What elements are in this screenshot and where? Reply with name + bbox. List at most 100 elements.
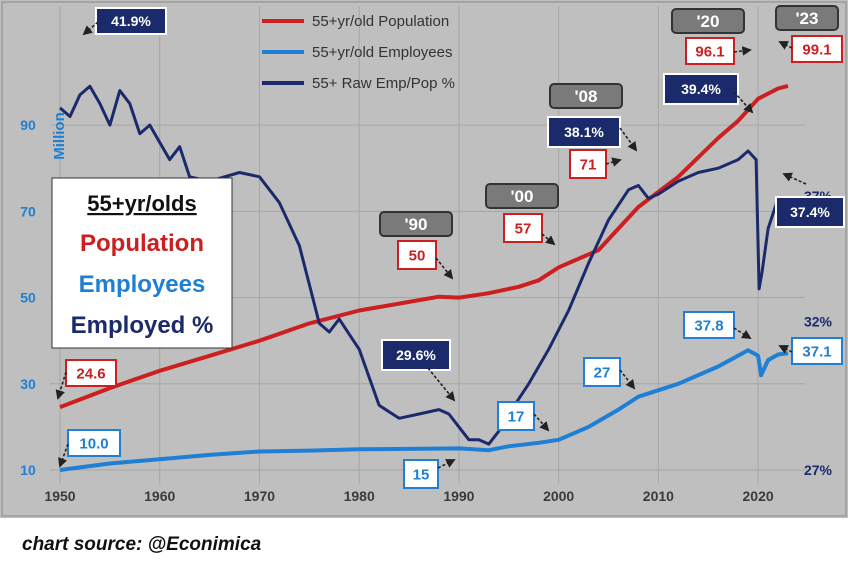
pct-label-1989: 29.6%	[381, 339, 451, 371]
year-tag-08-text: '08	[575, 87, 598, 106]
pop-label-2000-text: 57	[515, 220, 532, 237]
pop-label-1990-box	[397, 240, 437, 270]
year-tag-20-box	[671, 8, 745, 34]
series-line-2	[59, 348, 789, 472]
pct-label-2020-text: 39.4%	[681, 81, 721, 97]
right-tick-label: 27%	[804, 462, 833, 478]
key-employees: Employees	[79, 271, 206, 298]
annotation-arrow	[778, 41, 793, 50]
emp-label-1950-text: 10.0	[79, 435, 108, 452]
series-line-3	[59, 84, 799, 446]
emp-label-1990-text: 15	[413, 466, 430, 483]
x-tick-label: 1950	[44, 488, 75, 504]
year-tag-20: '20	[671, 8, 745, 34]
pop-label-2008: 71	[569, 149, 607, 179]
year-tag-90: '90	[379, 211, 453, 237]
y-tick-label: 50	[20, 290, 36, 306]
emp-label-2019-box	[683, 311, 735, 339]
x-tick-label: 1990	[443, 488, 474, 504]
pop-label-2000-box	[503, 213, 543, 243]
x-tick-label: 2010	[643, 488, 674, 504]
pop-label-2008-box	[569, 149, 607, 179]
annotation-arrow	[435, 257, 454, 280]
annotation-arrow	[778, 345, 793, 354]
annotation-arrow	[619, 369, 636, 390]
legend-label: 55+yr/old Employees	[312, 44, 453, 61]
pop-label-2000: 57	[503, 213, 543, 243]
pct-label-2020: 39.4%	[663, 73, 739, 105]
key-title: 55+yr/olds	[87, 191, 196, 216]
plot-frame	[1, 1, 847, 517]
annotation-arrow	[733, 46, 752, 56]
emp-label-2019-text: 37.8	[694, 317, 723, 334]
pop-label-2023: 99.1	[791, 35, 843, 63]
x-tick-label: 1970	[244, 488, 275, 504]
pop-label-2020-text: 96.1	[695, 43, 724, 60]
year-tag-90-box	[379, 211, 453, 237]
year-tag-08-box	[549, 83, 623, 109]
pct-label-1953-box	[95, 7, 167, 35]
annotation-arrow	[55, 371, 67, 400]
right-tick-label: 32%	[804, 313, 833, 329]
emp-label-1990-box	[403, 459, 439, 489]
pct-label-end-box	[775, 196, 845, 228]
pop-label-1950-box	[65, 359, 117, 387]
emp-label-2023-box	[791, 337, 843, 365]
legend-label: 55+ Raw Emp/Pop %	[312, 75, 455, 92]
year-tag-00-box	[485, 183, 559, 209]
pop-label-2020: 96.1	[685, 37, 735, 65]
pct-label-1989-box	[381, 339, 451, 371]
y-axis-label: Million	[51, 112, 68, 160]
year-tag-00: '00	[485, 183, 559, 209]
annotations: 55+yr/olds Population Employees Employed % 4…	[51, 5, 845, 489]
pop-label-2023-box	[791, 35, 843, 63]
pct-label-2020-box	[663, 73, 739, 105]
pop-label-1990-text: 50	[409, 247, 426, 264]
annotation-arrow	[533, 413, 550, 432]
pop-label-1990: 50	[397, 240, 437, 270]
y-tick-label: 10	[20, 462, 36, 478]
key-employed: Employed %	[71, 312, 214, 339]
y-tick-label: 90	[20, 117, 36, 133]
year-tag-00-text: '00	[511, 187, 534, 206]
legend-label: 55+yr/old Population	[312, 13, 449, 30]
series-lines	[59, 83, 799, 472]
pct-label-1953: 41.9%	[95, 7, 167, 35]
series-line-1	[59, 83, 789, 409]
emp-label-2019: 37.8	[683, 311, 735, 339]
emp-label-2008: 27	[583, 357, 621, 387]
annotation-arrow	[733, 91, 754, 114]
x-tick-label: 1960	[144, 488, 175, 504]
emp-label-1950-box	[67, 429, 121, 457]
emp-label-2023: 37.1	[791, 337, 843, 365]
pct-label-1953-text: 41.9%	[111, 13, 151, 29]
annotation-arrow	[782, 172, 807, 185]
emp-label-2000: 17	[497, 401, 535, 431]
annotation-arrow	[437, 459, 456, 469]
annotation-arrow	[58, 443, 69, 468]
annotation-arrow	[82, 21, 99, 36]
pop-label-1950: 24.6	[65, 359, 117, 387]
pop-label-2023-text: 99.1	[802, 41, 831, 58]
axes: 1950 1960 1970 1980 1990 2000 2010 2020 10 30 50 70…	[20, 112, 832, 504]
emp-label-2008-text: 27	[594, 364, 611, 381]
pct-label-1989-text: 29.6%	[396, 347, 436, 363]
x-tick-label: 1980	[344, 488, 375, 504]
emp-label-1950: 10.0	[67, 429, 121, 457]
emp-label-2000-text: 17	[508, 408, 525, 425]
x-tick-label: 2000	[543, 488, 574, 504]
pop-label-2020-box	[685, 37, 735, 65]
pct-label-end-text: 37.4%	[790, 204, 830, 220]
legend: 55+yr/old Population 55+yr/old Employees 5…	[262, 13, 455, 92]
emp-label-1990: 15	[403, 459, 439, 489]
key-box	[51, 177, 233, 349]
pop-label-1950-text: 24.6	[76, 365, 105, 382]
emp-label-2023-text: 37.1	[802, 343, 831, 360]
y-tick-label: 70	[20, 203, 36, 219]
year-tag-08: '08	[549, 83, 623, 109]
pop-label-2008-text: 71	[580, 156, 597, 173]
key-population: Population	[80, 230, 204, 257]
year-tag-20-text: '20	[697, 12, 720, 31]
year-tag-90-text: '90	[405, 215, 428, 234]
